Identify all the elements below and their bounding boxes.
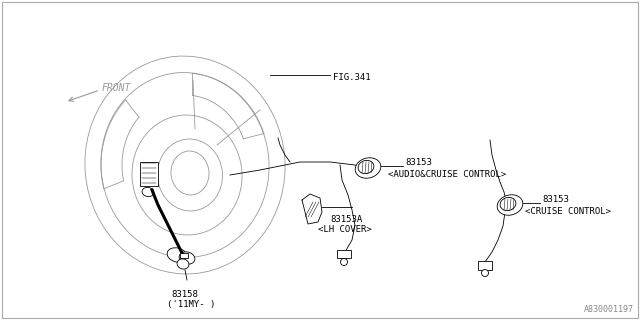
- Text: 83153: 83153: [542, 195, 569, 204]
- Text: FRONT: FRONT: [102, 83, 131, 93]
- Ellipse shape: [132, 115, 242, 235]
- Text: <AUDIO&CRUISE CONTROL>: <AUDIO&CRUISE CONTROL>: [388, 170, 506, 179]
- Ellipse shape: [171, 151, 209, 195]
- Ellipse shape: [157, 139, 223, 211]
- Ellipse shape: [500, 197, 516, 211]
- Text: <LH COVER>: <LH COVER>: [318, 226, 372, 235]
- Bar: [140, 162, 158, 186]
- Ellipse shape: [142, 188, 154, 196]
- Ellipse shape: [167, 248, 187, 262]
- Text: 83153: 83153: [405, 157, 432, 166]
- Text: 83153A: 83153A: [330, 215, 362, 225]
- Text: FIG.341: FIG.341: [333, 73, 371, 82]
- Ellipse shape: [355, 158, 381, 178]
- Circle shape: [481, 269, 488, 276]
- Ellipse shape: [177, 259, 189, 269]
- Text: 83158: 83158: [171, 290, 198, 299]
- Circle shape: [340, 259, 348, 266]
- Ellipse shape: [497, 195, 523, 215]
- Bar: [478, 261, 492, 270]
- Text: A830001197: A830001197: [584, 305, 634, 314]
- Text: ('11MY- ): ('11MY- ): [167, 300, 216, 309]
- Ellipse shape: [101, 73, 269, 257]
- Ellipse shape: [85, 56, 285, 274]
- Bar: [337, 250, 351, 258]
- Ellipse shape: [179, 252, 195, 264]
- Bar: [180, 253, 188, 258]
- Text: <CRUISE CONTROL>: <CRUISE CONTROL>: [525, 206, 611, 215]
- Ellipse shape: [358, 160, 374, 174]
